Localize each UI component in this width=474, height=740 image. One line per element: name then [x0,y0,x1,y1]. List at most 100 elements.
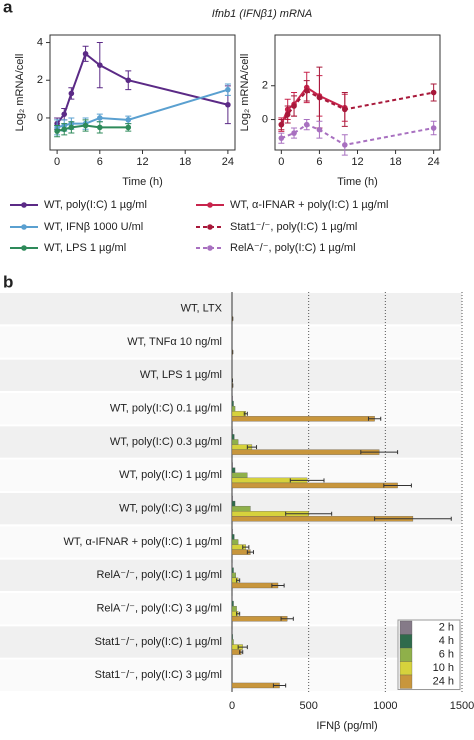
data-point [125,117,131,123]
row-band [0,293,462,324]
bar [232,496,233,501]
x-tick-label: 0 [54,156,60,168]
bar [232,416,375,421]
category-label: WT, poly(I:C) 0.3 µg/ml [110,436,222,448]
bar [232,506,250,511]
legend-swatch [400,675,412,689]
category-label: WT, LTX [181,303,223,315]
plot-frame [50,35,235,150]
x-tick-label: 18 [389,156,401,168]
row-band [0,593,462,624]
data-point [342,142,348,148]
x-tick-label: 24 [222,156,234,168]
legend-marker [21,202,27,208]
data-point [125,77,131,83]
x-tick-label: 0 [278,156,284,168]
bar [232,411,246,416]
legend-label: WT, LPS 1 µg/ml [44,242,126,254]
chart-title: Ifnb1 (IFNβ1) mRNA [212,8,312,20]
series-line [281,125,433,145]
bar [232,601,234,606]
legend-label: 6 h [439,649,454,661]
bar [232,583,278,588]
legend-marker [21,245,27,251]
y-axis-label: Log₂ mRNA/cell [14,54,26,132]
data-point [83,123,89,129]
bar [232,573,236,578]
legend-marker [207,245,213,251]
bar [232,468,235,473]
row-band [0,326,462,357]
bar [232,616,287,621]
row-band [0,626,462,657]
category-label: WT, TNFα 10 ng/ml [127,336,222,348]
legend-label: WT, IFNβ 1000 U/ml [44,221,143,233]
x-tick-label: 1500 [450,700,474,712]
data-point [291,103,297,109]
bar [232,434,234,439]
data-point [97,62,103,68]
legend-label: Stat1⁻/⁻, poly(I:C) 1 µg/ml [230,221,357,233]
x-tick-label: 18 [179,156,191,168]
bar [232,639,234,644]
plot-frame [275,35,440,150]
y-tick-label: 0 [37,112,43,124]
y-tick-label: 2 [262,80,268,92]
data-point [304,88,310,94]
legend-label: 24 h [433,676,454,688]
x-tick-label: 1000 [373,700,397,712]
x-tick-label: 0 [229,700,235,712]
data-point [317,127,323,133]
bar [232,483,398,488]
data-point [61,111,67,117]
bar [232,463,233,468]
legend-label: WT, α-IFNAR + poly(I:C) 1 µg/ml [230,199,388,211]
category-label: RelA⁻/⁻, poly(I:C) 1 µg/ml [96,569,222,581]
legend-marker [21,224,27,230]
category-label: Stat1⁻/⁻, poly(I:C) 1 µg/ml [95,636,222,648]
legend-label: 10 h [433,662,454,674]
bar [232,568,234,573]
bar [232,529,233,534]
data-point [317,95,323,101]
panel-label: a [3,0,13,16]
category-label: WT, LPS 1 µg/ml [140,369,222,381]
x-tick-label: 12 [136,156,148,168]
series-line [57,125,128,131]
bar [232,534,234,539]
data-point [304,122,310,128]
data-point [225,102,231,108]
y-axis-label: Log₂ mRNA/cell [239,54,251,132]
legend-swatch [400,621,412,635]
x-axis-label: Time (h) [337,176,378,188]
y-tick-label: 4 [37,36,43,48]
bar [232,606,237,611]
bar [232,406,235,411]
data-point [69,91,75,97]
x-tick-label: 24 [428,156,440,168]
row-band [0,560,462,591]
x-axis-label: Time (h) [122,176,163,188]
row-band [0,660,462,691]
legend-label: 2 h [439,622,454,634]
row-band [0,426,462,457]
data-point [54,128,60,134]
series-line [57,90,228,128]
category-label: WT, poly(I:C) 3 µg/ml [119,503,222,515]
bar [232,501,235,506]
category-label: WT, α-IFNAR + poly(I:C) 1 µg/ml [64,536,222,548]
bar [232,429,233,434]
category-label: WT, poly(I:C) 1 µg/ml [119,469,222,481]
data-point [83,51,89,57]
bar [232,634,233,639]
data-point [431,90,437,96]
legend-swatch [400,648,412,662]
x-tick-label: 12 [351,156,363,168]
data-point [225,87,231,93]
bar [232,439,238,444]
data-point [69,125,75,131]
data-point [279,135,285,141]
data-point [291,130,297,136]
x-axis-label: IFNβ (pg/ml) [316,720,377,732]
data-point [285,112,291,118]
